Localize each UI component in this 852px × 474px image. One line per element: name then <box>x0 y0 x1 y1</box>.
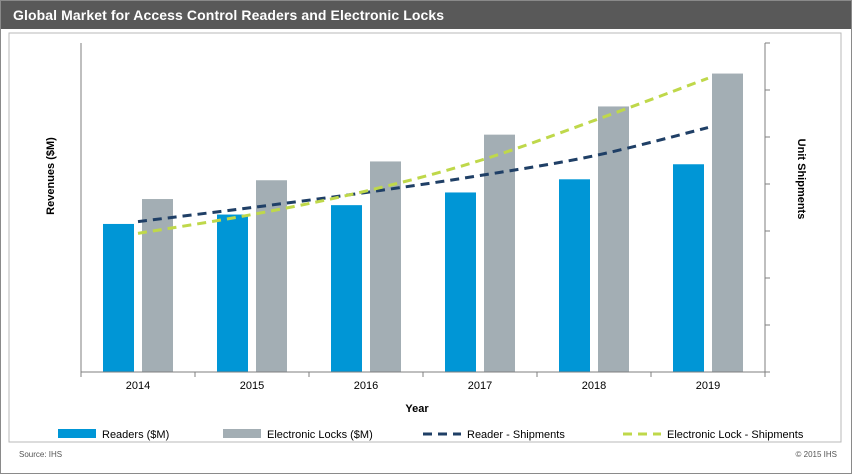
bar-readers-m-2016 <box>331 205 362 372</box>
bar-readers-m-2017 <box>445 192 476 372</box>
legend: Readers ($M) Electronic Locks ($M) Reader … <box>58 429 804 441</box>
bar-electronic-locks-m-2019 <box>712 73 743 373</box>
legend-label-electronic-lock-shipments: Electronic Lock - Shipments <box>667 429 804 441</box>
x-axis-title: Year <box>405 403 429 415</box>
bar-readers-m-2019 <box>673 164 704 372</box>
line-reader-shipments <box>137 126 709 224</box>
x-tick-label-2015: 2015 <box>240 380 264 392</box>
x-tick-label-2019: 2019 <box>696 380 720 392</box>
axes: 2014 2015 2016 2017 2018 2019 Year Revenues ($M… <box>45 42 807 415</box>
legend-label-electronic-locks-m: Electronic Locks ($M) <box>267 429 373 441</box>
legend-swatch-electronic-locks-m <box>223 429 261 438</box>
legend-label-reader-shipments: Reader - Shipments <box>467 429 565 441</box>
x-tick-label-2017: 2017 <box>468 380 492 392</box>
x-tick-label-2018: 2018 <box>582 380 606 392</box>
shipment-lines <box>137 76 709 235</box>
y2-axis-title: Unit Shipments <box>795 139 807 220</box>
bar-electronic-locks-m-2017 <box>484 134 515 372</box>
bar-electronic-locks-m-2018 <box>598 106 629 372</box>
plot-area <box>8 32 842 443</box>
y-axis-title: Revenues ($M) <box>45 137 57 215</box>
legend-label-readers-m: Readers ($M) <box>102 429 169 441</box>
x-tick-label-2016: 2016 <box>354 380 378 392</box>
source-note: Source: IHS <box>19 450 63 459</box>
bar-readers-m-2014 <box>103 223 134 372</box>
bar-electronic-locks-m-2016 <box>370 161 401 372</box>
bar-electronic-locks-m-2014 <box>142 199 173 372</box>
chart-title: Global Market for Access Control Readers… <box>13 7 445 23</box>
x-tick-label-2014: 2014 <box>126 380 150 392</box>
bar-readers-m-2015 <box>217 214 248 372</box>
bar-electronic-locks-m-2015 <box>256 180 287 372</box>
chart-area-border <box>8 32 842 443</box>
title-bar: Global Market for Access Control Readers… <box>1 1 851 29</box>
legend-swatch-readers-m <box>58 429 96 438</box>
bar-readers-m-2018 <box>559 179 590 372</box>
copyright-note: © 2015 IHS <box>795 450 837 459</box>
